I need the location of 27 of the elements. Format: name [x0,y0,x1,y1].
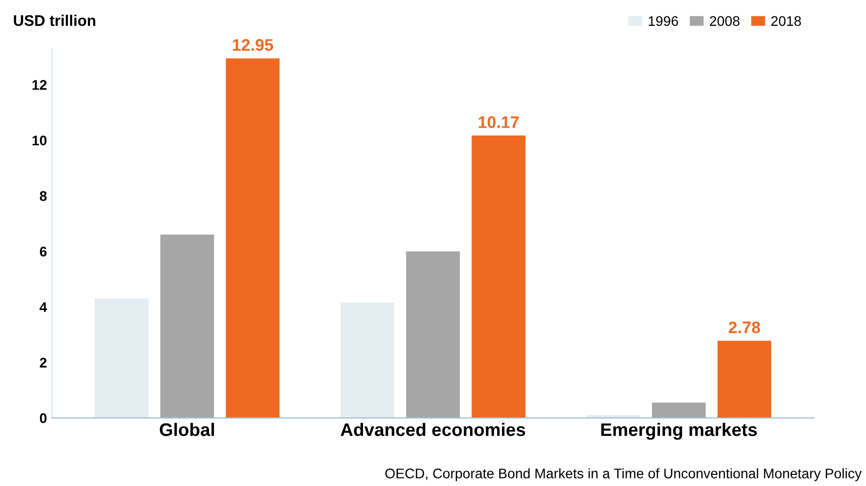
bar [652,402,706,418]
data-label: 2.78 [728,321,760,334]
y-tick-label: 2 [40,358,47,368]
text: OECD, Corporate Bond Markets in a Time of Unconventional Monetary Policy [385,468,862,482]
legend-label: 1996 [648,16,678,26]
legend-label: 2018 [771,16,801,26]
bar [472,136,526,418]
y-tick-label: 0 [40,413,47,424]
y-tick-label: 12 [32,80,47,90]
bar [586,415,640,418]
bar [718,340,772,418]
legend-label: 2008 [710,16,740,26]
x-tick-label: Emerging markets [601,422,757,440]
x-tick-label: Global [160,422,214,436]
bar [94,298,148,418]
bar [340,302,394,418]
x-tick-label: Advanced economies [340,422,526,436]
data-label: 10.17 [478,116,519,128]
y-tick-label: 4 [40,302,48,312]
bar [226,58,280,418]
y-tick-label: 8 [40,191,47,201]
bar [160,234,214,418]
y-axis-title: USD trillion [14,14,96,26]
data-label: 12.95 [232,39,274,51]
bar [406,251,460,418]
y-tick-label: 10 [32,136,47,146]
y-tick-label: 6 [40,246,47,256]
